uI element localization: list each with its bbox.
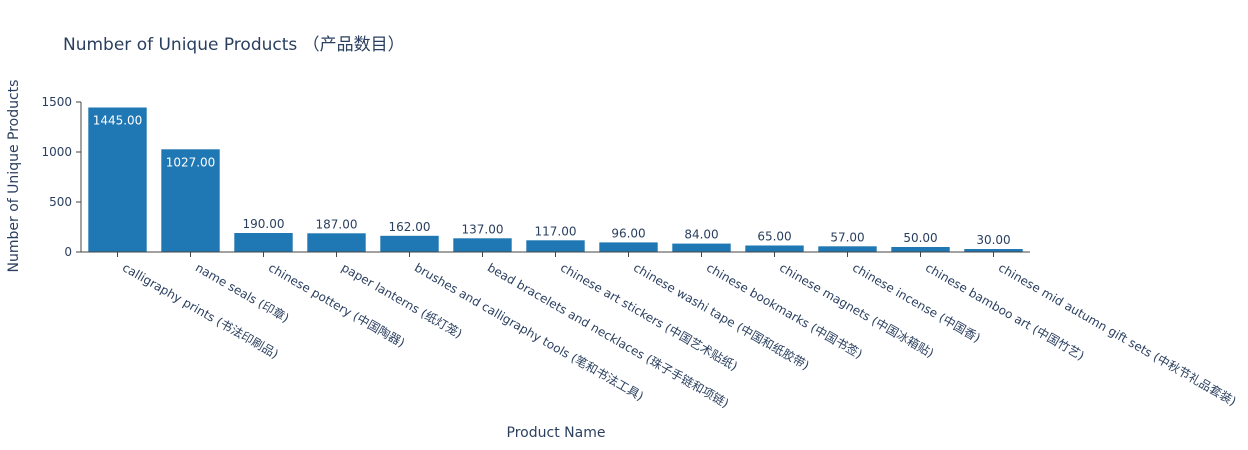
bars-group: [88, 107, 1023, 252]
bar: [234, 233, 293, 252]
bar-data-label: 96.00: [611, 226, 645, 240]
bar-data-label: 1445.00: [93, 114, 143, 128]
y-axis-title: Number of Unique Products: [6, 80, 22, 273]
bar-data-label: 57.00: [830, 230, 864, 244]
bar: [526, 240, 585, 252]
bar: [161, 149, 220, 252]
bar: [672, 243, 731, 252]
x-axis-title: Product Name: [507, 425, 606, 441]
bar: [745, 245, 804, 252]
bar-data-label: 137.00: [462, 222, 504, 236]
bar-data-label: 84.00: [684, 228, 718, 242]
bar: [891, 247, 950, 252]
bar-data-label: 65.00: [757, 230, 791, 244]
x-tick-label: chinese pottery (中国陶器): [266, 260, 408, 350]
bar-data-label: 190.00: [243, 217, 285, 231]
bar-data-label: 50.00: [903, 231, 937, 245]
x-tick-label: chinese incense (中国香): [850, 260, 983, 346]
bar: [964, 249, 1023, 252]
chart-title: Number of Unique Products （产品数目）: [63, 35, 405, 55]
bar: [818, 246, 877, 252]
bar-data-label: 30.00: [976, 233, 1010, 247]
bar: [380, 235, 439, 252]
bar: [307, 233, 366, 252]
bar: [88, 107, 147, 252]
y-tick-label: 500: [49, 195, 72, 209]
y-axis: 0 500 1000 1500: [41, 95, 82, 259]
bar-data-label: 1027.00: [166, 155, 216, 169]
bar-data-label: 117.00: [535, 224, 577, 238]
bar-data-label: 187.00: [316, 217, 358, 231]
bar: [599, 242, 658, 252]
x-tick-label: paper lanterns (纸灯笼): [339, 260, 465, 341]
bar-data-label: 162.00: [389, 220, 431, 234]
y-tick-label: 1000: [41, 145, 72, 159]
bar: [453, 238, 512, 252]
bar-labels-group: 1445.00 1027.00 190.00 187.00 162.00 137.00 11…: [93, 114, 1011, 248]
y-tick-label: 1500: [41, 95, 72, 109]
x-axis: calligraphy prints (书法印刷品)name seals (印章…: [81, 251, 1239, 411]
y-tick-label: 0: [64, 245, 72, 259]
